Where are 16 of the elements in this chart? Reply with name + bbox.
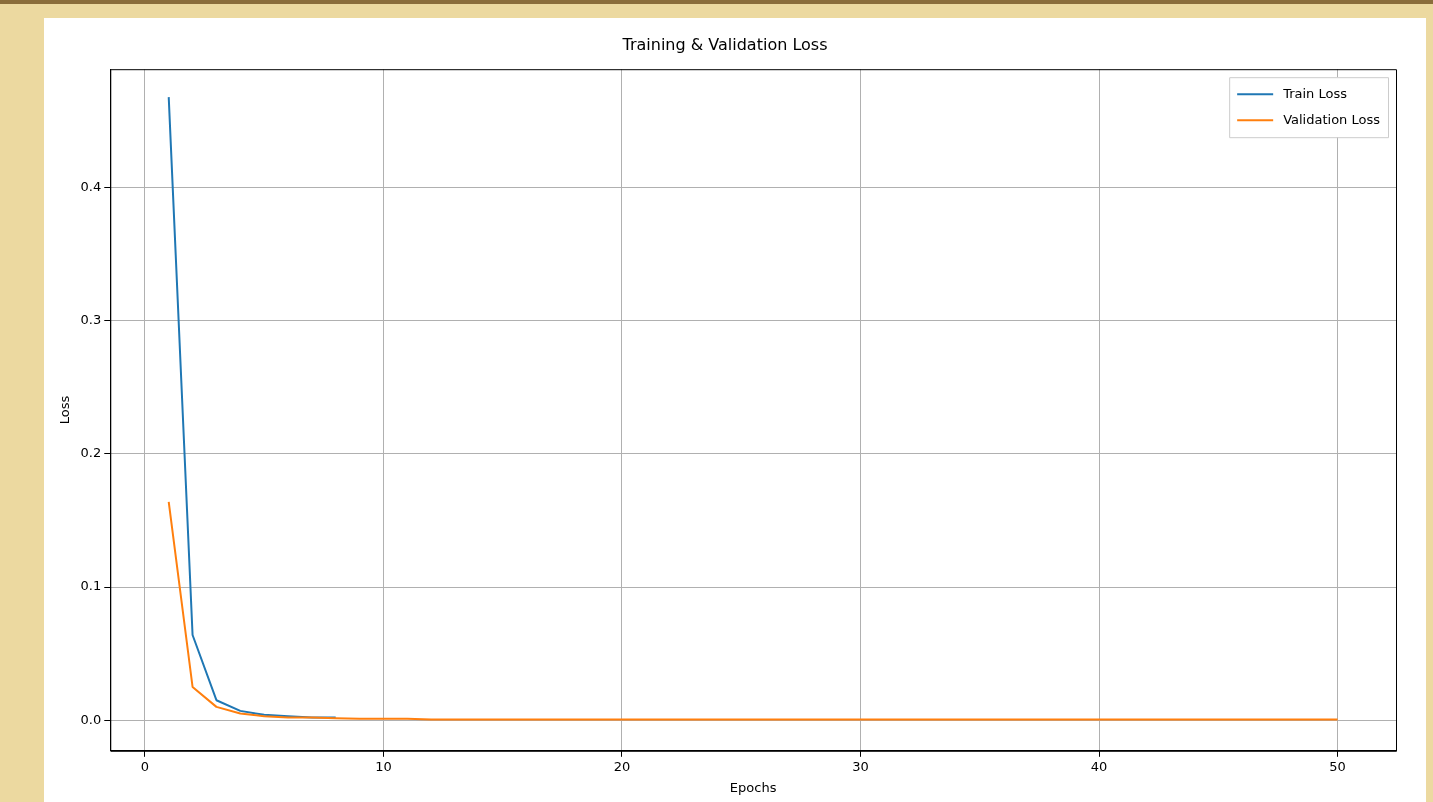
legend-label: Validation Loss (1283, 111, 1381, 127)
y-tick-label: 0.0 (80, 711, 102, 727)
x-tick-label: 0 (140, 758, 149, 774)
y-tick-label: 0.3 (80, 312, 102, 328)
x-tick-label: 50 (1329, 758, 1346, 774)
x-tick-label: 40 (1090, 758, 1108, 774)
x-tick-label: 30 (852, 758, 869, 774)
chart-title: Training & Validation Loss (621, 34, 828, 54)
y-tick-label: 0.4 (80, 179, 102, 195)
legend-label: Train Loss (1282, 85, 1348, 101)
x-axis-title: Epochs (729, 779, 777, 795)
x-tick-label: 20 (613, 758, 631, 774)
x-tick-label: 10 (375, 758, 392, 774)
y-tick-label: 0.1 (80, 578, 102, 594)
y-tick-label: 0.2 (80, 445, 102, 461)
y-axis-title: Loss (57, 395, 73, 425)
